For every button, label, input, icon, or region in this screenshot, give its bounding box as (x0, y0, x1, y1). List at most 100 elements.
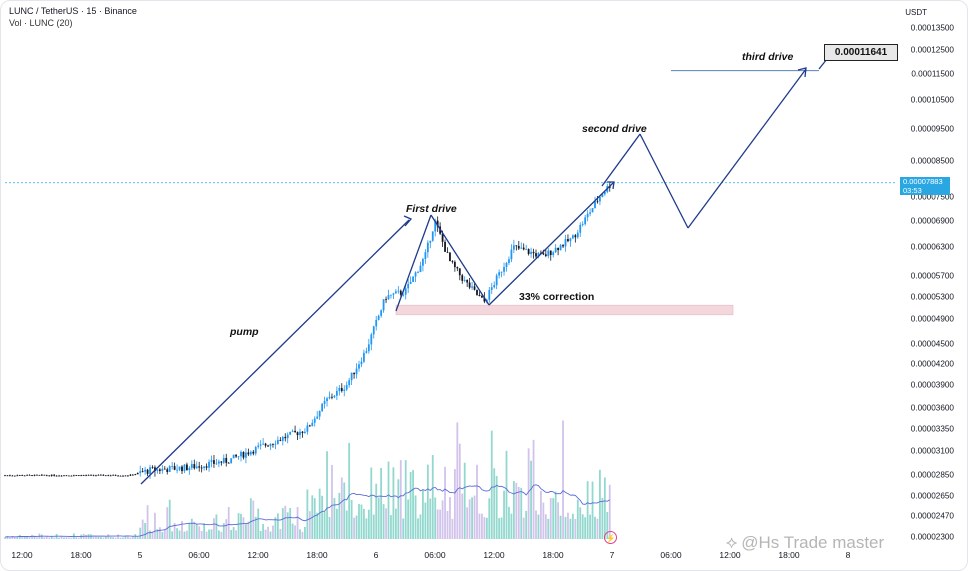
volume-bar (60, 536, 63, 539)
volume-bar (554, 491, 557, 539)
volume-bar (348, 442, 351, 539)
volume-bar (478, 513, 481, 539)
candle-body (355, 368, 358, 375)
candle-body (372, 326, 375, 335)
candle-body (210, 460, 213, 462)
candle-body (48, 475, 51, 477)
candle-body (412, 276, 414, 283)
volume-bar (318, 488, 321, 539)
volume-bar (23, 536, 26, 539)
volume-bar (306, 489, 309, 539)
candle-body (240, 451, 242, 457)
volume-bar (458, 443, 461, 539)
candle-body (473, 286, 476, 290)
volume-bar (11, 535, 14, 539)
candle-body (205, 466, 208, 468)
candle-body (581, 224, 584, 225)
candle-body (402, 294, 405, 296)
volume-bar (220, 531, 223, 539)
candle-body (323, 401, 326, 404)
price-tick-label: 0.00005300 (910, 292, 954, 302)
candle-body (453, 261, 456, 268)
volume-bar (394, 508, 397, 539)
time-tick-label: 12:00 (11, 550, 33, 560)
candle-body (441, 233, 444, 242)
volume-bar (549, 498, 552, 539)
candle-body (171, 466, 174, 467)
candle-body (495, 275, 498, 286)
candle-body (380, 310, 383, 316)
volume-bar (488, 498, 491, 539)
candle-body (272, 443, 274, 445)
candle-body (326, 398, 328, 402)
volume-bar (466, 507, 469, 539)
candle-body (576, 232, 579, 238)
volume-bar (245, 524, 247, 539)
candle-body (456, 267, 459, 269)
volume-bar (63, 537, 65, 539)
candle-body (36, 474, 38, 476)
candle-body (149, 467, 151, 474)
volume-bar (517, 486, 520, 539)
volume-bar (372, 514, 375, 539)
candle-body (299, 431, 301, 436)
candle-body (537, 252, 540, 257)
candle-body (53, 474, 56, 476)
volume-bar (358, 503, 360, 539)
volume-bar (154, 512, 156, 539)
candle-body (259, 444, 262, 446)
volume-bar (345, 510, 348, 539)
volume-bar (559, 515, 562, 539)
candle-body (134, 474, 137, 476)
candle-body (552, 252, 555, 256)
candle-body (463, 279, 466, 281)
candle-body (141, 471, 144, 473)
candle-body (446, 251, 449, 253)
candle-body (99, 474, 102, 476)
volume-bar (367, 509, 370, 539)
candle-body (65, 475, 68, 477)
candle-body (168, 466, 171, 472)
candle-body (102, 474, 105, 476)
candle-body (547, 250, 550, 257)
volume-bar (173, 523, 176, 539)
candle-body (190, 464, 193, 468)
volume-bar (242, 517, 245, 539)
current-price-value: 0.00007883 (903, 177, 943, 186)
candle-body (419, 265, 422, 273)
volume-bar (540, 490, 542, 539)
candle-body (178, 466, 181, 470)
candle-body (333, 395, 336, 398)
volume-bar (198, 526, 201, 539)
price-tick-label: 0.00010500 (910, 95, 954, 105)
candle-body (404, 288, 407, 295)
candle-body (217, 461, 220, 464)
volume-bar (606, 512, 609, 539)
volume-bar (412, 470, 414, 539)
volume-bar (13, 537, 16, 539)
second-correction-line (639, 133, 689, 229)
volume-bar (417, 518, 419, 539)
candle-body (390, 294, 392, 296)
time-tick-label: 6 (373, 550, 379, 560)
candle-body (498, 272, 501, 276)
second-drive-extension-line (601, 133, 641, 187)
volume-bar (599, 469, 601, 539)
candle-body (70, 475, 73, 477)
candle-body (535, 253, 537, 257)
volume-bar (522, 517, 525, 539)
candle-body (230, 458, 233, 464)
candle-body (80, 475, 83, 477)
candle-body (301, 431, 304, 434)
time-tick-label: 18:00 (778, 550, 800, 560)
second-drive-line (488, 182, 614, 306)
flash-icon[interactable]: ⚡ (604, 531, 617, 544)
volume-bar (495, 475, 498, 539)
candle-body (50, 474, 53, 476)
price-unit: USDT (905, 8, 927, 17)
volume-bar (146, 505, 149, 539)
candle-body (161, 468, 164, 471)
candle-body (589, 212, 591, 214)
volume-bar (168, 499, 171, 539)
